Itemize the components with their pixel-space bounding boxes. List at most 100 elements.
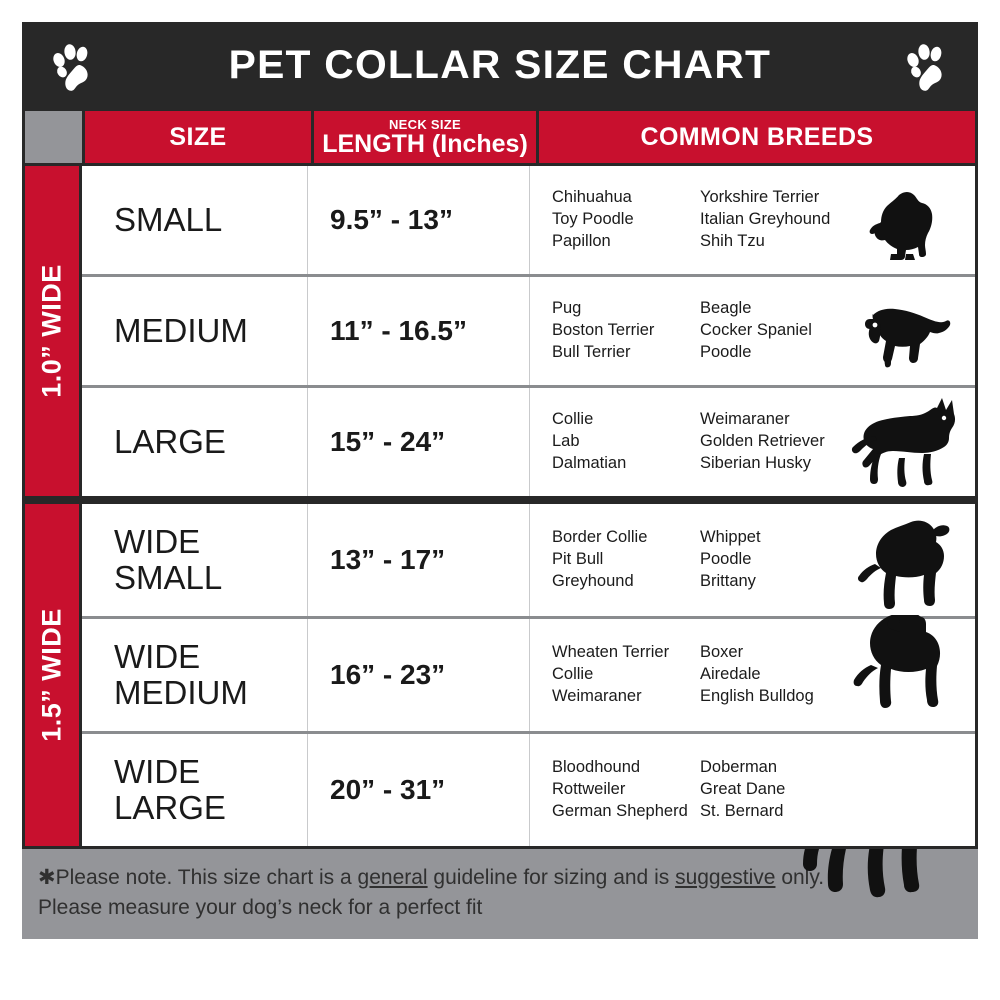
pet-collar-size-chart: PET COLLAR SIZE CHART SIZE NECK SIZE LEN… [22,22,978,972]
breed-column-1: Bloodhound Rottweiler German Shepherd [552,757,700,822]
breed-item: Bull Terrier [552,342,631,361]
breed-column-1: Pug Boston Terrier Bull Terrier [552,298,700,363]
breed-item: Pug [552,299,582,318]
beagle-silhouette-icon [849,299,961,371]
table-row[interactable]: LARGE 15” - 24” Collie Lab Dalmatian Wei… [82,385,975,496]
section-one-half-inch: 1.5” WIDE WIDE SMALL 13” - 17” Border Co… [22,499,978,849]
breed-item: Wheaten Terrier [552,643,670,662]
table-row[interactable]: MEDIUM 11” - 16.5” Pug Boston Terrier Bu… [82,274,975,385]
breed-column-2: Whippet Poodle Brittany [700,527,850,592]
boxer-silhouette-icon [849,615,961,731]
column-header-row: SIZE NECK SIZE LENGTH (Inches) COMMON BR… [22,108,978,166]
table-row[interactable]: WIDE MEDIUM 16” - 23” Wheaten Terrier Co… [82,615,975,731]
table-row[interactable]: SMALL 9.5” - 13” Chihuahua Toy Poodle Pa… [82,166,975,274]
page-title: PET COLLAR SIZE CHART [228,42,772,87]
breed-item: Weimaraner [700,410,790,429]
size-label: LARGE [114,423,226,461]
size-label-line2: SMALL [114,559,223,596]
breed-item: Whippet [700,528,761,547]
length-value: 15” - 24” [330,426,446,457]
header-size-label: SIZE [169,122,227,151]
header-breeds-cell: COMMON BREEDS [539,111,975,163]
breed-item: Collie [552,665,594,684]
breed-column-1: Chihuahua Toy Poodle Papillon [552,187,700,252]
shepherd-silhouette-icon [845,396,967,490]
size-label-line1: WIDE [114,753,201,791]
footer-text-a: ✱Please note. This size chart is a [38,866,358,889]
breed-column-2: Boxer Airedale English Bulldog [700,642,850,707]
size-label-line2: LARGE [114,789,226,826]
cell-size: WIDE LARGE [82,734,308,846]
cell-size: MEDIUM [82,277,308,385]
breed-item: Boxer [700,643,744,662]
header-neck-size-label: NECK SIZE [388,116,462,132]
section-label-text: 1.5” WIDE [36,608,67,742]
size-label: MEDIUM [114,312,248,350]
section-one-inch: 1.0” WIDE SMALL 9.5” - 13” Chihuahua Toy… [22,166,978,499]
bulldog-silhouette-icon [853,516,957,614]
cell-length: 11” - 16.5” [308,277,530,385]
breed-item: Siberian Husky [700,453,811,472]
breed-item: Beagle [700,299,752,318]
header-length-stack: NECK SIZE LENGTH (Inches) [322,118,528,157]
length-value: 20” - 31” [330,774,446,805]
breed-item: Brittany [700,571,756,590]
header-corner-cell [25,111,82,163]
breed-item: Greyhound [552,571,634,590]
breed-item: Italian Greyhound [700,210,831,229]
length-value: 9.5” - 13” [330,204,453,235]
size-label-line1: WIDE [114,638,201,676]
chart-header: PET COLLAR SIZE CHART [22,22,978,108]
breed-item: Shih Tzu [700,231,765,250]
section-label-text: 1.0” WIDE [36,264,67,398]
paw-print-icon [50,41,96,91]
section-label-one-inch: 1.0” WIDE [25,166,79,496]
breed-item: Poodle [700,342,752,361]
cell-size: LARGE [82,388,308,496]
section-rows: WIDE SMALL 13” - 17” Border Collie Pit B… [82,504,975,846]
cell-breeds: Bloodhound Rottweiler German Shepherd Do… [530,734,975,846]
breed-column-1: Wheaten Terrier Collie Weimaraner [552,642,700,707]
breed-item: Chihuahua [552,188,632,207]
table-row[interactable]: WIDE LARGE 20” - 31” Bloodhound Rottweil… [82,731,975,846]
breed-item: Cocker Spaniel [700,321,812,340]
cell-size: SMALL [82,166,308,274]
breed-column-2: Beagle Cocker Spaniel Poodle [700,298,850,363]
length-value: 11” - 16.5” [330,315,467,346]
pomeranian-silhouette-icon [859,186,945,262]
header-length-label: LENGTH (Inches) [322,129,528,158]
table-row[interactable]: WIDE SMALL 13” - 17” Border Collie Pit B… [82,504,975,616]
header-breeds-label: COMMON BREEDS [640,122,874,151]
breed-item: German Shepherd [552,801,688,820]
header-size-cell: SIZE [85,111,311,163]
breed-item: Dalmatian [552,453,627,472]
breed-item: Great Dane [700,780,786,799]
breed-column-1: Collie Lab Dalmatian [552,409,700,474]
cell-breeds: Chihuahua Toy Poodle Papillon Yorkshire … [530,166,975,274]
breed-item: St. Bernard [700,801,784,820]
breed-item: Boston Terrier [552,321,655,340]
footer-text-b: guideline for sizing and is [427,866,676,889]
section-rows: SMALL 9.5” - 13” Chihuahua Toy Poodle Pa… [82,166,975,496]
footer-underline-general: general [357,866,428,889]
cell-length: 9.5” - 13” [308,166,530,274]
cell-breeds: Wheaten Terrier Collie Weimaraner Boxer … [530,615,975,731]
cell-length: 13” - 17” [308,504,530,616]
breed-item: Bloodhound [552,758,641,777]
breed-column-1: Border Collie Pit Bull Greyhound [552,527,700,592]
breed-column-2: Weimaraner Golden Retriever Siberian Hus… [700,409,850,474]
breed-item: Doberman [700,758,778,777]
cell-breeds: Collie Lab Dalmatian Weimaraner Golden R… [530,388,975,496]
cell-length: 16” - 23” [308,619,530,731]
cell-size: WIDE SMALL [82,504,308,616]
breed-item: Papillon [552,231,611,250]
breed-item: Collie [552,410,594,429]
footer-underline-suggestive: suggestive [675,866,776,889]
breed-item: Weimaraner [552,686,642,705]
length-value: 16” - 23” [330,659,446,690]
size-label-line1: WIDE [114,523,201,561]
breed-item: Rottweiler [552,780,626,799]
breed-column-2: Yorkshire Terrier Italian Greyhound Shih… [700,187,850,252]
breed-item: Lab [552,432,580,451]
size-label: SMALL [114,201,223,239]
